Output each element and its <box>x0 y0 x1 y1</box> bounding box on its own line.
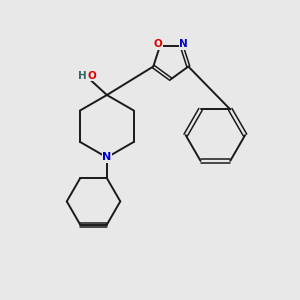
Text: N: N <box>102 152 112 162</box>
Text: O: O <box>88 71 96 81</box>
Text: N: N <box>179 39 188 49</box>
Text: O: O <box>154 39 162 49</box>
Text: H: H <box>78 71 87 81</box>
